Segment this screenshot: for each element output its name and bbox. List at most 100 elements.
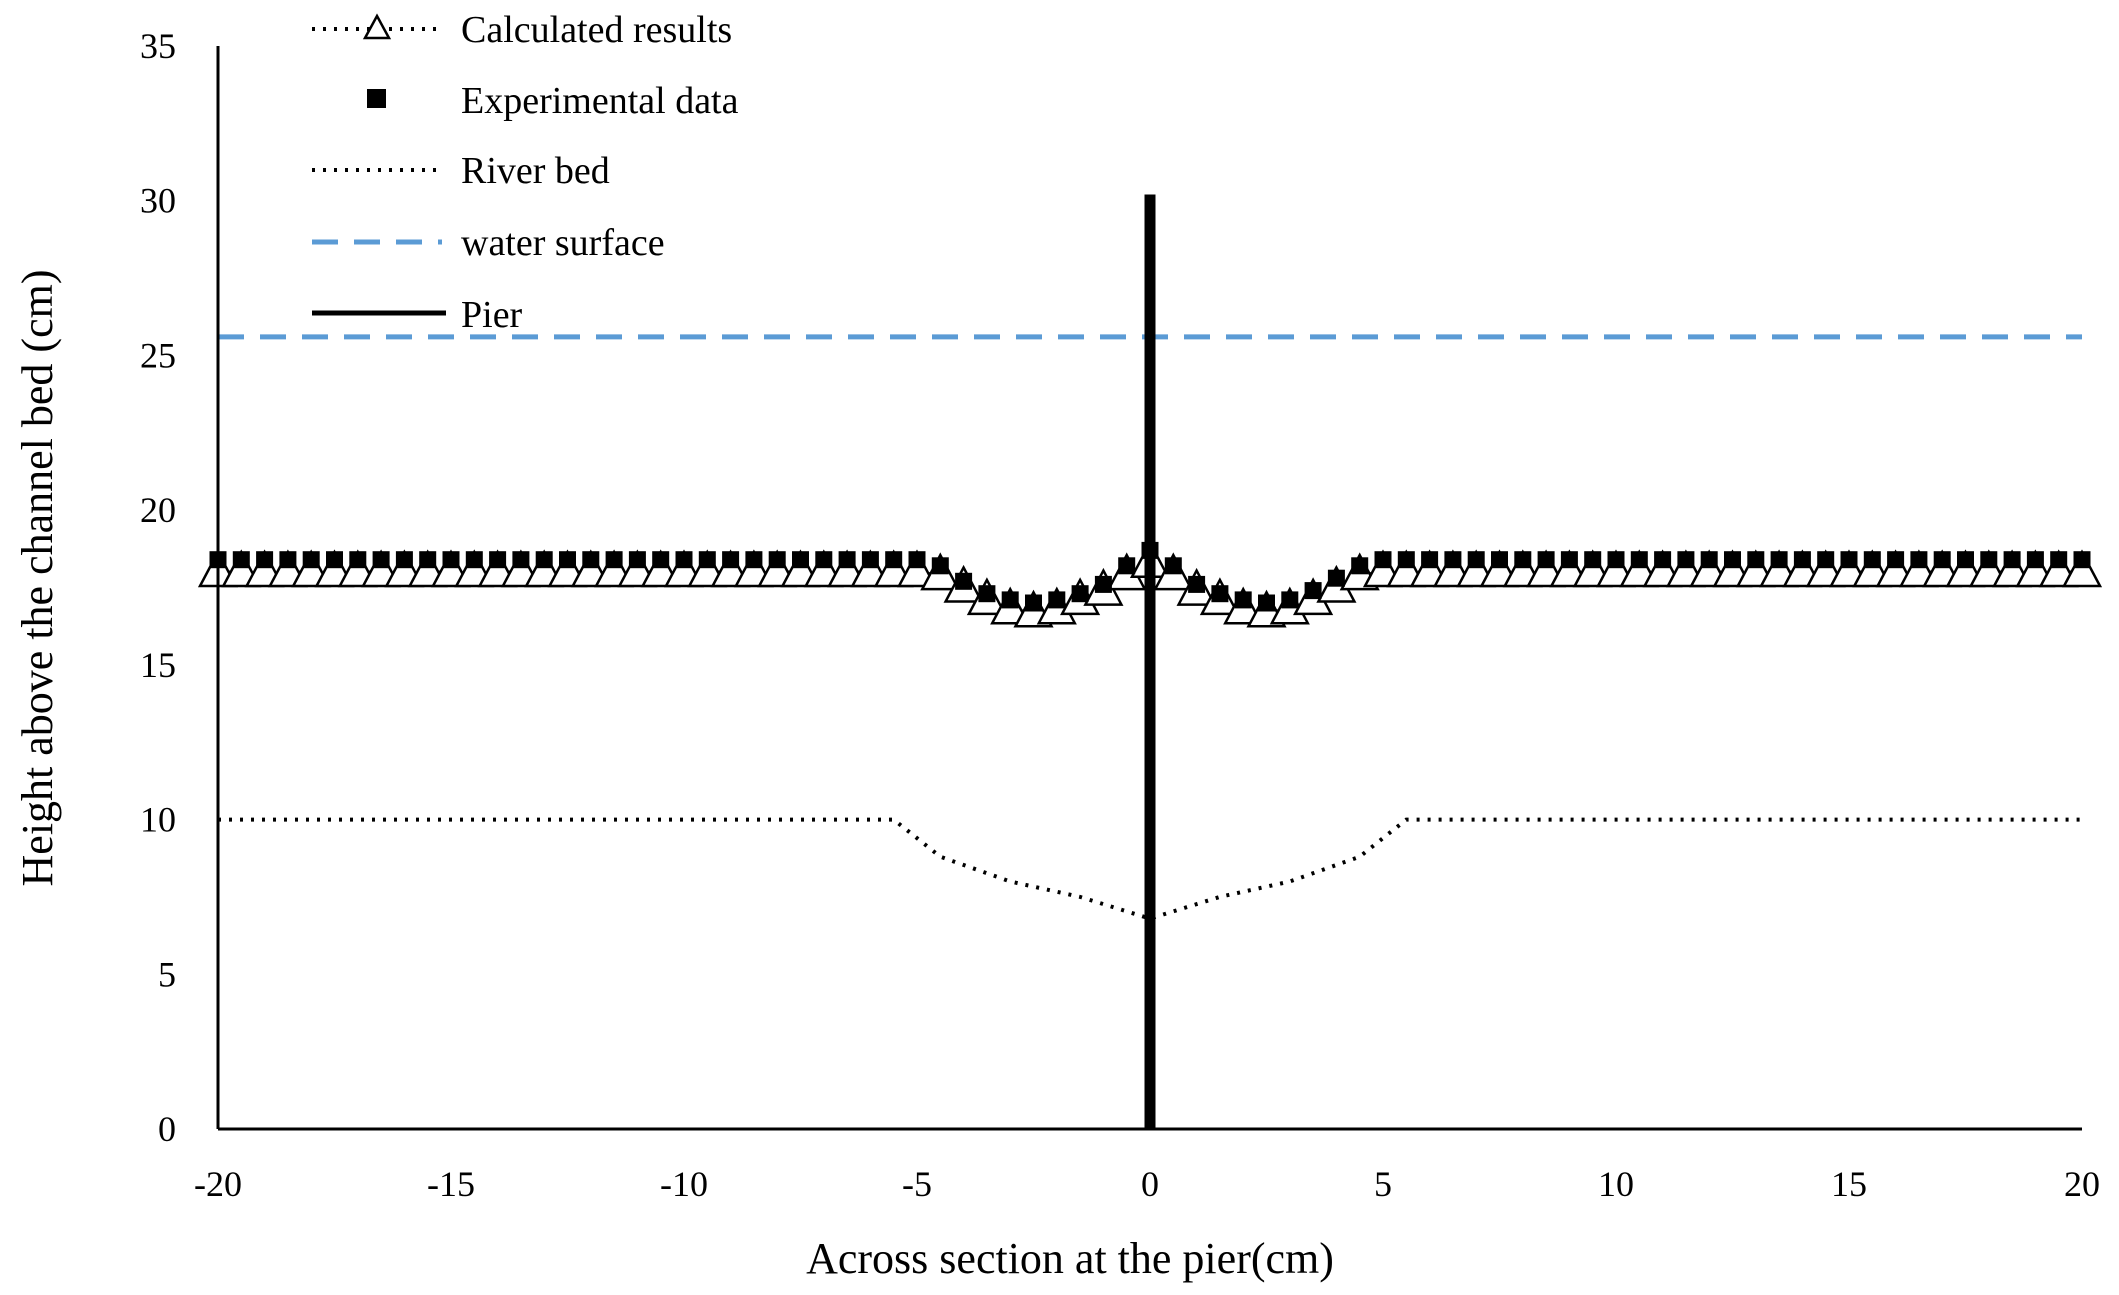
experimental-point xyxy=(1537,551,1555,569)
experimental-point xyxy=(1281,591,1299,609)
experimental-point xyxy=(256,551,274,569)
legend: Calculated results Experimental data Riv… xyxy=(312,9,739,336)
experimental-point xyxy=(2003,551,2021,569)
experimental-point xyxy=(1910,551,1928,569)
x-axis-title: Across section at the pier(cm) xyxy=(806,1234,1334,1283)
experimental-point xyxy=(1514,551,1532,569)
experimental-point xyxy=(1397,551,1415,569)
experimental-point xyxy=(419,551,437,569)
experimental-point xyxy=(1094,575,1112,593)
experimental-point xyxy=(1700,551,1718,569)
experimental-point xyxy=(1887,551,1905,569)
experimental-point xyxy=(1840,551,1858,569)
experimental-point xyxy=(582,551,600,569)
experimental-point xyxy=(1747,551,1765,569)
axes xyxy=(216,46,2082,1131)
legend-label-pier: Pier xyxy=(461,294,523,336)
riverbed-line xyxy=(218,817,2082,921)
experimental-point xyxy=(1211,585,1229,603)
tick-labels: -20 -15 -10 -5 0 5 10 15 20 0 5 10 15 20 25 30 35 xyxy=(140,26,2100,1204)
experimental-point xyxy=(931,557,949,575)
legend-item-experimental: Experimental data xyxy=(367,80,739,122)
y-tick-label: 5 xyxy=(158,954,176,994)
experimental-point xyxy=(955,572,973,590)
experimental-point xyxy=(1957,551,1974,569)
experimental-point xyxy=(1421,551,1439,569)
experimental-point xyxy=(698,551,716,569)
experimental-point xyxy=(372,551,390,569)
legend-item-pier: Pier xyxy=(312,294,523,336)
experimental-point xyxy=(1560,551,1578,569)
x-tick-label: -20 xyxy=(194,1164,242,1204)
experimental-point xyxy=(1071,585,1089,603)
x-tick-label: 0 xyxy=(1141,1164,1159,1204)
experimental-point xyxy=(1234,591,1252,609)
experimental-point xyxy=(1444,551,1462,569)
calculated-point xyxy=(2061,549,2103,588)
x-tick-label: -5 xyxy=(902,1164,932,1204)
experimental-point xyxy=(1863,551,1881,569)
experimental-point xyxy=(1258,594,1275,612)
y-tick-label: 15 xyxy=(140,645,176,685)
experimental-point xyxy=(326,551,343,569)
experimental-point xyxy=(908,551,926,569)
experimental-point xyxy=(1351,557,1369,575)
experimental-point xyxy=(792,551,809,569)
experimental-point xyxy=(279,551,297,569)
legend-square-marker xyxy=(367,89,386,108)
experimental-point xyxy=(861,551,879,569)
experimental-point xyxy=(628,551,646,569)
experimental-point xyxy=(1724,551,1741,569)
experimental-point xyxy=(512,551,530,569)
y-axis-title: Height above the channel bed (cm) xyxy=(13,270,62,887)
experimental-point xyxy=(1304,582,1322,600)
experimental-point xyxy=(1118,557,1136,575)
y-tick-label: 30 xyxy=(140,181,176,221)
experimental-point xyxy=(1933,551,1951,569)
experimental-point xyxy=(1677,551,1695,569)
experimental-point xyxy=(349,551,367,569)
x-tick-label: 20 xyxy=(2064,1164,2100,1204)
experimental-point xyxy=(1327,569,1345,587)
experimental-point xyxy=(1817,551,1835,569)
experimental-point xyxy=(535,551,553,569)
experimental-point xyxy=(745,551,763,569)
experimental-point xyxy=(815,551,833,569)
experimental-point xyxy=(1770,551,1788,569)
experimental-point xyxy=(1630,551,1648,569)
experimental-point xyxy=(395,551,413,569)
legend-label-experimental: Experimental data xyxy=(461,80,739,122)
experimental-point xyxy=(489,551,507,569)
legend-item-riverbed: River bed xyxy=(312,150,610,192)
y-tick-label: 35 xyxy=(140,26,176,66)
experimental-point xyxy=(768,551,786,569)
experimental-point xyxy=(1793,551,1811,569)
legend-triangle-marker xyxy=(362,13,392,40)
experimental-point xyxy=(2026,551,2044,569)
experimental-point xyxy=(1607,551,1625,569)
plot-area xyxy=(197,194,2103,1129)
x-tick-label: -15 xyxy=(427,1164,475,1204)
experimental-point xyxy=(2073,551,2091,569)
experimental-point xyxy=(559,551,576,569)
experimental-point xyxy=(232,551,250,569)
x-tick-label: -10 xyxy=(660,1164,708,1204)
experimental-point xyxy=(838,551,856,569)
x-tick-label: 10 xyxy=(1598,1164,1634,1204)
experimental-point xyxy=(605,551,623,569)
experimental-point xyxy=(1584,551,1602,569)
experimental-point xyxy=(1654,551,1672,569)
experimental-point xyxy=(1048,591,1066,609)
experimental-point xyxy=(1467,551,1485,569)
experimental-point xyxy=(1980,551,1998,569)
experimental-point xyxy=(675,551,693,569)
experimental-point xyxy=(885,551,903,569)
legend-item-calculated: Calculated results xyxy=(312,9,732,51)
experimental-point xyxy=(1025,594,1042,612)
legend-label-riverbed: River bed xyxy=(461,150,610,192)
experimental-point xyxy=(978,585,996,603)
experimental-point xyxy=(1374,551,1392,569)
x-tick-label: 15 xyxy=(1831,1164,1867,1204)
experimental-point xyxy=(722,551,740,569)
